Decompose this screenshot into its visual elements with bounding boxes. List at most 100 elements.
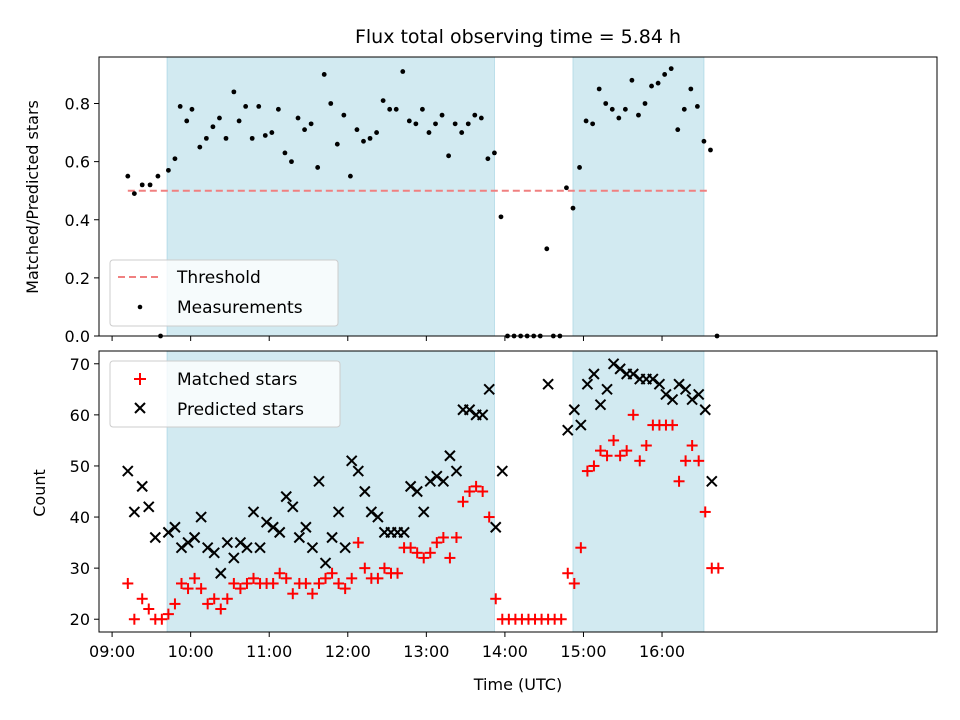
predicted-stars-points (122, 358, 718, 579)
matched-star-point (215, 603, 227, 615)
measurement-point (321, 72, 327, 77)
matched-star-point (248, 572, 260, 584)
matched-star-point (333, 577, 345, 589)
predicted-star-point (128, 506, 141, 518)
predicted-star-point (346, 455, 358, 467)
y-tick-label: 70 (70, 355, 90, 374)
matched-star-point (280, 572, 292, 584)
measurement-point (439, 112, 445, 118)
predicted-star-point (149, 531, 162, 544)
measurement-point (400, 69, 406, 74)
matched-star-point (477, 486, 489, 497)
predicted-star-point (254, 541, 266, 554)
measurement-point (609, 106, 615, 112)
y-tick-label: 30 (70, 559, 90, 578)
predicted-star-point (496, 465, 508, 477)
predicted-star-point (411, 485, 423, 498)
predicted-legend-swatch (134, 402, 146, 414)
measurement-point (289, 159, 294, 165)
x-tick-label: 12:00 (325, 642, 371, 661)
measurement-point (147, 182, 153, 188)
observing-interval-shade (572, 56, 705, 337)
y-tick-label: 0.0 (65, 327, 90, 346)
matched-star-point (693, 455, 705, 467)
x-tick-label: 15:00 (560, 642, 606, 661)
measurement-point (459, 130, 465, 135)
measurement-point (315, 165, 321, 170)
predicted-star-point (175, 541, 188, 554)
measurement-point (406, 118, 412, 124)
measurement-point (393, 106, 399, 112)
matched-star-point (405, 542, 417, 554)
measurement-point (282, 150, 288, 156)
measurement-point (249, 135, 255, 141)
predicted-star-point (287, 501, 299, 513)
measurement-point (413, 121, 419, 127)
top-plot-frame (98, 56, 938, 337)
matched-star-point (667, 419, 679, 431)
matched-star-point (287, 588, 299, 600)
matched-star-point (621, 445, 633, 457)
matched-star-point (627, 409, 639, 421)
measurement-point (616, 115, 622, 121)
measurement-point (243, 104, 249, 109)
measurement-point (197, 144, 203, 150)
y-tick-label: 0.4 (65, 211, 90, 230)
predicted-star-point (692, 388, 705, 401)
measurement-point (668, 66, 674, 72)
measurement-point (184, 118, 190, 124)
matched-star-point (699, 506, 711, 518)
bottom-y-axis-label: Count (30, 469, 49, 517)
top-legend-box (109, 259, 339, 327)
matched-star-point (424, 547, 436, 559)
matched-star-point (575, 542, 587, 554)
predicted-star-point (267, 521, 279, 533)
measurement-point (649, 83, 654, 89)
measurement-point (125, 173, 131, 179)
x-tick-label: 16:00 (639, 642, 685, 661)
matched-star-point (444, 552, 456, 564)
measurement-point (675, 127, 681, 133)
measurement-point (262, 133, 268, 138)
measurement-point (236, 118, 242, 124)
matched-star-point (221, 593, 233, 605)
predicted-star-point (122, 465, 134, 477)
matched-star-point (313, 577, 325, 589)
measurement-point (172, 156, 178, 162)
matched-star-point (274, 567, 286, 579)
measurement-point (420, 106, 425, 112)
measurement-point (165, 167, 171, 173)
measurement-point (328, 101, 334, 106)
top-measurement-points (125, 66, 720, 339)
measurement-point (452, 121, 458, 127)
matched-star-point (431, 537, 443, 549)
matched-star-point (128, 613, 140, 625)
predicted-star-point (706, 475, 718, 487)
measurement-point (681, 106, 687, 112)
predicted-star-point (313, 475, 325, 487)
matched-star-point (346, 572, 358, 584)
matched-star-point (175, 577, 187, 589)
bottom-x-ticks: 09:00 10:00 11:00 12:00 13:00 14:00 15:00 16:00 (89, 632, 685, 661)
matched-star-point (594, 445, 606, 457)
matched-star-point (640, 440, 652, 452)
measurement-point (694, 104, 700, 109)
predicted-star-point (431, 470, 443, 482)
matched-star-point (686, 440, 698, 452)
measurement-point (177, 104, 183, 109)
matched-star-point (490, 593, 502, 605)
bottom-legend-box (109, 360, 341, 428)
matched-star-point (634, 455, 646, 467)
bottom-legend: Matched stars Predicted stars (109, 360, 341, 428)
matched-star-point (143, 603, 155, 615)
matched-star-point (608, 434, 620, 446)
predicted-star-point (476, 409, 489, 421)
predicted-star-point (201, 541, 214, 554)
predicted-star-point (143, 501, 155, 513)
bottom-y-ticks: 20 30 40 50 60 70 (70, 355, 99, 629)
predicted-star-point (614, 363, 626, 375)
matched-star-point (195, 583, 207, 595)
matched-stars-points (122, 409, 724, 625)
predicted-star-point (332, 506, 345, 518)
matched-star-point (359, 562, 371, 574)
